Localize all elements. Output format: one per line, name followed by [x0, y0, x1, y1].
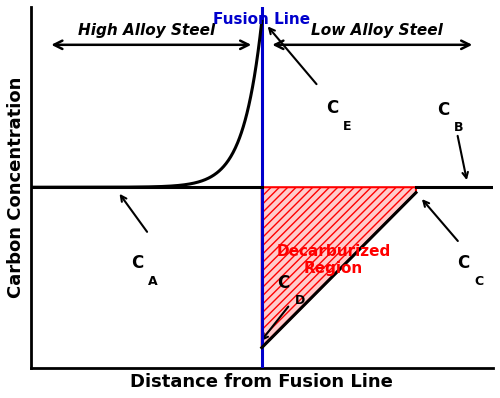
Text: $\mathbf{D}$: $\mathbf{D}$: [294, 295, 306, 307]
Text: Decarburized
Region: Decarburized Region: [276, 244, 391, 277]
Text: $\mathbf{C}$: $\mathbf{C}$: [130, 254, 144, 272]
Text: $\mathbf{B}$: $\mathbf{B}$: [453, 121, 464, 135]
Text: $\mathbf{C}$: $\mathbf{C}$: [277, 274, 290, 292]
Text: Low Alloy Steel: Low Alloy Steel: [312, 23, 444, 38]
X-axis label: Distance from Fusion Line: Distance from Fusion Line: [130, 373, 393, 391]
Text: $\mathbf{C}$: $\mathbf{C}$: [436, 101, 450, 119]
Text: $\mathbf{C}$: $\mathbf{C}$: [457, 254, 470, 272]
Text: High Alloy Steel: High Alloy Steel: [78, 23, 215, 38]
Text: $\mathbf{A}$: $\mathbf{A}$: [147, 275, 159, 288]
Text: $\mathbf{E}$: $\mathbf{E}$: [342, 119, 352, 133]
Y-axis label: Carbon Concentration: Carbon Concentration: [7, 76, 25, 298]
Text: Fusion Line: Fusion Line: [213, 12, 310, 27]
Polygon shape: [262, 187, 416, 348]
Text: $\mathbf{C}$: $\mathbf{C}$: [326, 100, 339, 117]
Text: $\mathbf{C}$: $\mathbf{C}$: [474, 275, 484, 288]
